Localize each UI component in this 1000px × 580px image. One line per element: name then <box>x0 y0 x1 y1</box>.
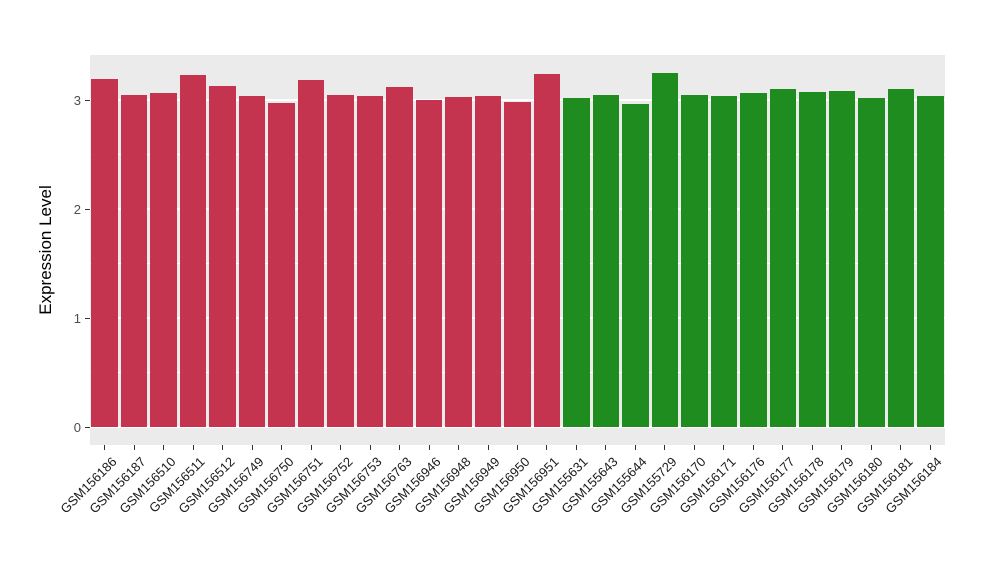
bar-GSM156951 <box>533 73 561 428</box>
bar-GSM156187 <box>120 94 148 428</box>
y-tick-label: 0 <box>73 419 81 435</box>
bar-GSM156179 <box>828 91 856 428</box>
bar-GSM156946 <box>415 100 443 428</box>
x-tick-mark <box>251 445 253 450</box>
bar-GSM156184 <box>916 95 944 428</box>
x-tick-mark <box>192 445 194 450</box>
bar-GSM155631 <box>563 97 590 428</box>
x-tick-mark <box>163 445 165 450</box>
bar-GSM156170 <box>681 94 708 428</box>
x-tick-mark <box>517 445 518 450</box>
x-tick-mark <box>929 445 931 450</box>
bar-GSM156512 <box>209 85 236 428</box>
x-tick-mark <box>281 445 283 450</box>
bar-GSM156186 <box>91 79 118 428</box>
x-tick-mark <box>782 445 784 450</box>
x-tick-mark <box>723 445 725 450</box>
x-tick-mark <box>841 445 843 450</box>
y-tick-label: 3 <box>73 92 81 108</box>
y-tick-mark <box>85 317 90 319</box>
plot-panel <box>90 55 945 445</box>
x-tick-mark <box>870 445 872 450</box>
bar-GSM156749 <box>238 95 266 428</box>
x-tick-mark <box>399 445 401 450</box>
x-tick-mark <box>104 445 106 450</box>
x-tick-mark <box>428 445 430 450</box>
gridline-major <box>90 426 945 429</box>
x-tick-mark <box>752 445 754 450</box>
x-tick-mark <box>310 445 312 450</box>
y-tick-label: 1 <box>73 310 81 326</box>
x-tick-mark <box>634 445 636 450</box>
y-tick-mark <box>85 208 90 210</box>
y-tick-label: 2 <box>73 201 81 217</box>
bar-GSM156178 <box>799 92 826 428</box>
x-tick-mark <box>605 445 607 450</box>
bar-GSM155644 <box>622 104 649 428</box>
x-tick-mark <box>133 445 135 450</box>
bar-GSM155729 <box>651 72 679 428</box>
bar-GSM156177 <box>769 89 797 428</box>
x-tick-mark <box>693 445 695 450</box>
bar-GSM156948 <box>445 96 472 428</box>
bar-GSM156752 <box>327 94 354 428</box>
x-tick-mark <box>575 445 577 450</box>
x-tick-mark <box>664 445 666 450</box>
bar-GSM155643 <box>592 94 620 428</box>
x-tick-mark <box>458 445 460 450</box>
x-tick-mark <box>811 445 813 450</box>
bar-GSM156750 <box>268 103 295 428</box>
bar-GSM156180 <box>858 97 885 428</box>
x-tick-mark <box>369 445 371 450</box>
gridline-major <box>90 99 945 101</box>
bar-GSM156763 <box>386 86 413 428</box>
bar-GSM156949 <box>474 95 502 428</box>
y-tick-mark <box>85 426 90 428</box>
bar-GSM156176 <box>740 93 767 428</box>
x-tick-mark <box>487 445 489 450</box>
x-tick-mark <box>340 445 342 450</box>
x-tick-mark <box>222 445 224 450</box>
x-tick-mark <box>900 445 902 450</box>
bar-GSM156171 <box>710 95 738 428</box>
bar-GSM156511 <box>179 74 207 428</box>
bar-GSM156753 <box>356 95 384 428</box>
bar-GSM156751 <box>297 80 325 428</box>
y-tick-mark <box>85 99 90 101</box>
bar-GSM156181 <box>887 89 915 428</box>
x-tick-mark <box>546 445 548 450</box>
bar-GSM156510 <box>150 93 177 428</box>
bar-GSM156950 <box>504 102 531 428</box>
